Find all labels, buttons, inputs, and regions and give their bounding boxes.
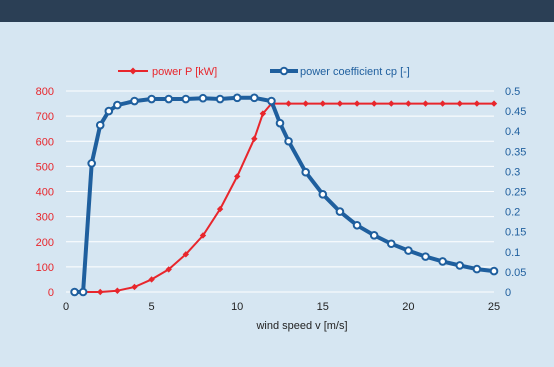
series-0-point-10 (251, 135, 258, 142)
x-tick-3: 15 (317, 301, 329, 313)
series-1-point-13 (250, 93, 259, 103)
legend-power-label: power P [kW] (152, 66, 217, 78)
series-1-point-11 (215, 94, 225, 104)
series-0-point-8 (216, 205, 224, 213)
series-line-1 (74, 95, 495, 294)
series-0-point-16 (336, 100, 344, 107)
series-0-point-1 (97, 288, 104, 296)
series-1-point-9 (181, 94, 191, 104)
y-left-tick-7: 700 (36, 111, 54, 123)
y-right-tick-0: 0 (505, 287, 511, 299)
series-0-point-14 (302, 100, 309, 107)
title-bar (0, 0, 554, 22)
series-1-point-2 (87, 159, 96, 168)
series-1-point-0 (70, 287, 79, 297)
series-1-point-19 (335, 207, 345, 216)
legend-cp-label: power coefficient cp [-] (300, 66, 410, 78)
series-1-point-24 (421, 252, 430, 261)
y-right-tick-1: 0.05 (505, 267, 526, 279)
series-1-point-28 (489, 266, 499, 276)
series-0-point-11 (259, 110, 267, 117)
series-0-point-17 (353, 100, 361, 107)
series-0-point-3 (131, 283, 138, 291)
y-right-tick-4: 0.2 (505, 207, 520, 219)
series-1-point-22 (386, 239, 396, 249)
series-1-point-6 (130, 96, 139, 106)
series-1-point-1 (78, 287, 88, 297)
y-left-tick-0: 0 (48, 287, 54, 299)
x-tick-5: 25 (488, 301, 500, 313)
series-0-point-13 (285, 100, 292, 107)
series-0-point-20 (405, 100, 412, 107)
series-1-point-27 (472, 264, 482, 274)
series-1-point-14 (267, 96, 276, 106)
chart-panel (8, 26, 546, 359)
series-0-point-24 (473, 100, 481, 107)
series-0-point-23 (456, 100, 463, 107)
series-1-point-18 (318, 190, 328, 199)
y-right-tick-10: 0.5 (505, 86, 520, 98)
y-left-tick-3: 300 (36, 212, 54, 224)
y-right-tick-7: 0.35 (505, 146, 526, 158)
series-1-point-12 (232, 93, 242, 103)
y-left-tick-4: 400 (36, 187, 54, 199)
series-0-point-7 (199, 232, 207, 239)
x-axis-label: wind speed v [m/s] (255, 320, 347, 332)
series-1-point-25 (438, 257, 447, 266)
y-right-tick-5: 0.25 (505, 187, 526, 199)
series-0-point-6 (182, 251, 190, 258)
y-right-tick-9: 0.45 (505, 106, 526, 118)
series-1-point-10 (198, 93, 208, 103)
y-left-tick-5: 500 (36, 161, 54, 173)
series-1-point-20 (352, 220, 362, 230)
series-0-point-5 (165, 266, 172, 273)
legend-cp-marker (279, 66, 289, 76)
y-right-tick-8: 0.4 (505, 126, 520, 138)
series-1-point-26 (455, 261, 465, 270)
series-0-point-25 (490, 100, 498, 107)
y-left-tick-6: 600 (36, 136, 54, 148)
series-1-point-3 (95, 120, 105, 130)
x-tick-2: 10 (231, 301, 243, 313)
series-0-point-2 (114, 287, 121, 294)
series-line-0 (83, 102, 494, 293)
series-1-point-4 (104, 106, 114, 116)
y-right-tick-3: 0.15 (505, 227, 526, 239)
x-tick-1: 5 (149, 301, 155, 313)
series-0-point-9 (234, 173, 241, 180)
x-tick-0: 0 (63, 301, 69, 313)
legend-power-marker (129, 67, 137, 75)
series-0-point-19 (388, 100, 395, 107)
series-1-point-21 (369, 231, 379, 240)
series-0-point-21 (422, 100, 429, 107)
series-1-point-7 (147, 94, 156, 104)
y-right-tick-2: 0.1 (505, 247, 520, 259)
series-0-point-4 (148, 276, 155, 283)
y-left-tick-1: 100 (36, 262, 54, 274)
x-tick-4: 20 (402, 301, 414, 313)
series-0-point-18 (370, 100, 378, 107)
series-1-point-17 (301, 167, 310, 177)
y-left-tick-8: 800 (36, 86, 54, 98)
y-left-tick-2: 200 (36, 237, 54, 249)
y-right-tick-6: 0.3 (505, 166, 520, 178)
series-0-point-22 (439, 100, 446, 107)
series-1-point-15 (275, 118, 285, 128)
series-0-point-15 (319, 100, 326, 107)
series-1-point-8 (164, 94, 174, 104)
series-1-point-5 (113, 100, 122, 110)
series-1-point-16 (284, 136, 293, 146)
series-1-point-23 (404, 246, 413, 255)
